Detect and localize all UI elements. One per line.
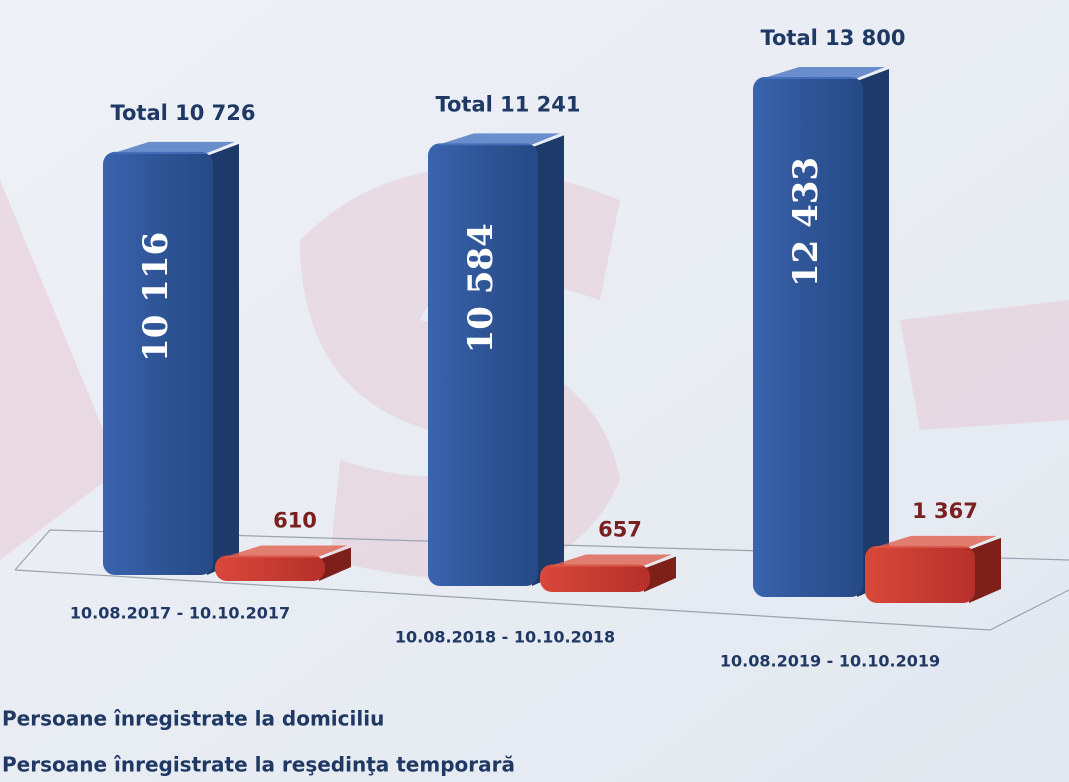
bar-top bbox=[548, 554, 672, 567]
bar-side bbox=[644, 556, 676, 592]
bar-top bbox=[111, 141, 235, 154]
legend-label: Persoane înregistrate la domiciliu bbox=[2, 707, 384, 731]
floor-front bbox=[14, 569, 1069, 631]
x-tick-label: 10.08.2017 - 10.10.2017 bbox=[70, 604, 290, 623]
bar bbox=[215, 555, 325, 581]
bar-top bbox=[761, 67, 885, 79]
bg-shape bbox=[900, 300, 1069, 430]
value-label: 1 367 bbox=[912, 499, 978, 523]
bar bbox=[753, 77, 863, 597]
value-label: 10 584 bbox=[461, 223, 501, 353]
bar-top bbox=[223, 545, 347, 558]
bar bbox=[103, 151, 213, 575]
bar-side bbox=[969, 537, 1001, 603]
bar-side bbox=[207, 143, 239, 575]
bar-top bbox=[436, 133, 560, 146]
x-tick-label: 10.08.2018 - 10.10.2018 bbox=[395, 628, 615, 647]
value-label: 10 116 bbox=[136, 232, 176, 362]
bar bbox=[540, 564, 650, 592]
value-label: 12 433 bbox=[786, 157, 826, 287]
bg-shape bbox=[0, 180, 120, 560]
bar-side bbox=[532, 135, 564, 587]
floor-back bbox=[14, 529, 1069, 571]
bar-side bbox=[857, 69, 889, 597]
total-label: Total 11 241 bbox=[435, 92, 580, 116]
bar bbox=[865, 545, 975, 603]
value-label: 657 bbox=[598, 518, 642, 542]
total-label: Total 10 726 bbox=[110, 101, 255, 125]
bar-top bbox=[873, 535, 997, 548]
total-label: Total 13 800 bbox=[760, 26, 905, 50]
value-label: 610 bbox=[273, 508, 317, 532]
bar-side bbox=[319, 547, 351, 581]
bar bbox=[428, 143, 538, 587]
legend-label: Persoane înregistrate la reşedinţa tempo… bbox=[2, 753, 515, 777]
x-tick-label: 10.08.2019 - 10.10.2019 bbox=[720, 652, 940, 671]
